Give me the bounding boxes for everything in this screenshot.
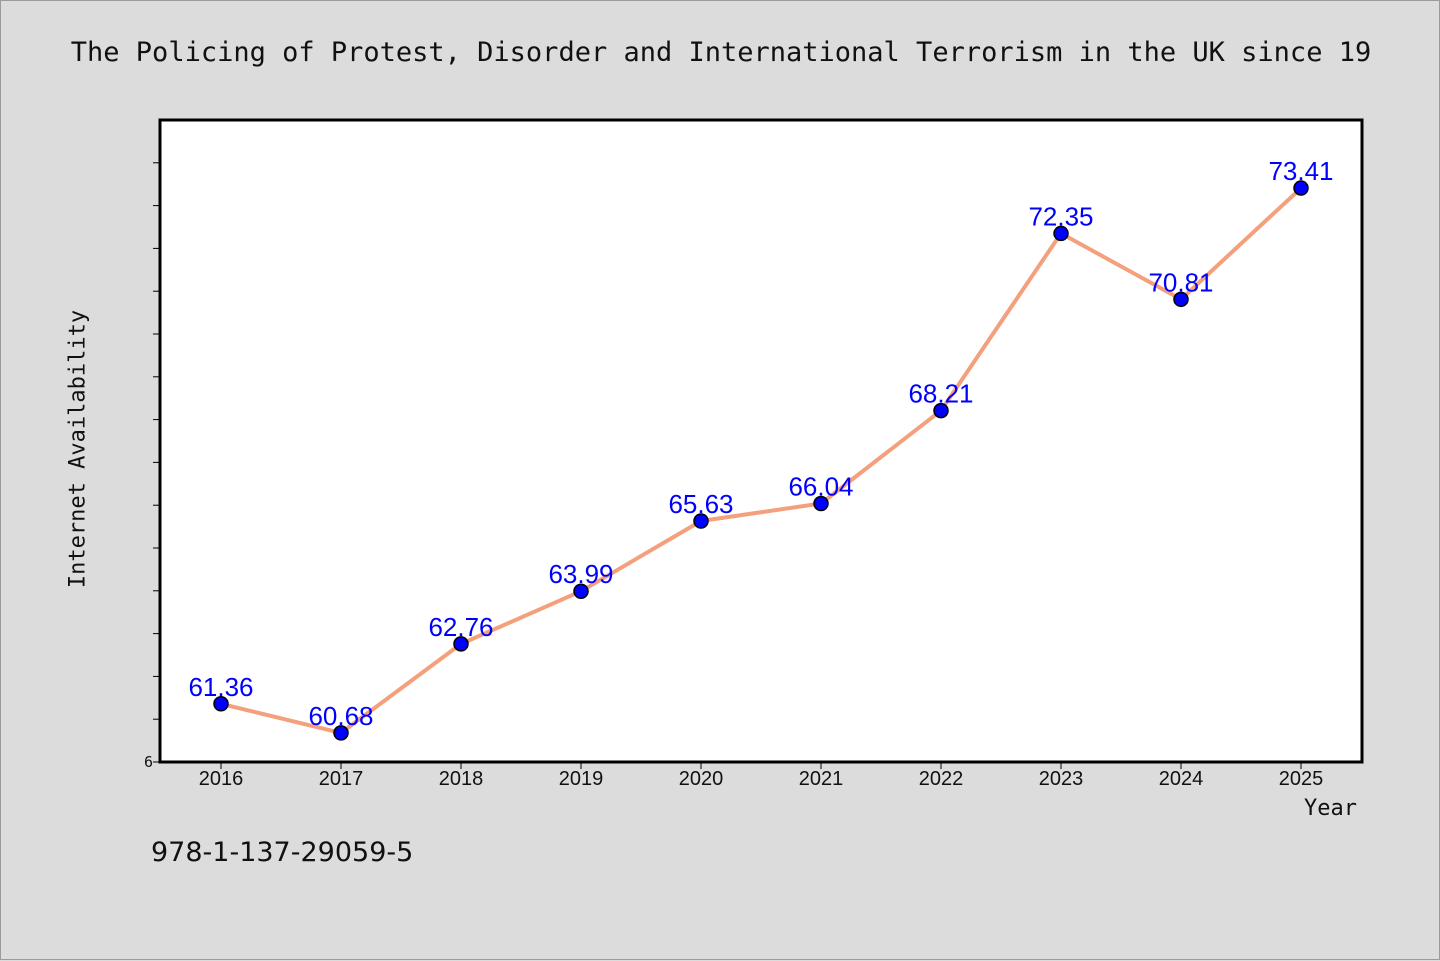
x-tick-label: 2016 bbox=[199, 768, 244, 790]
data-point bbox=[1053, 225, 1069, 242]
x-tick-label: 2019 bbox=[559, 768, 604, 790]
x-tick-label: 2025 bbox=[1279, 768, 1324, 790]
data-point bbox=[693, 513, 709, 529]
data-point bbox=[213, 696, 229, 712]
data-point bbox=[813, 495, 829, 512]
x-tick-label: 2024 bbox=[1159, 768, 1204, 790]
isbn-code: 978-1-137-29059-5 bbox=[151, 837, 414, 868]
plot-frame bbox=[158, 118, 1364, 764]
plot-area bbox=[160, 120, 1362, 762]
data-point bbox=[453, 636, 469, 652]
x-tick-label: 2017 bbox=[319, 768, 364, 790]
x-axis-label: Year bbox=[1304, 796, 1357, 821]
x-tick-label: 2023 bbox=[1039, 768, 1084, 790]
data-point bbox=[1293, 180, 1309, 196]
data-point bbox=[1173, 291, 1189, 308]
series-line bbox=[219, 186, 1303, 735]
x-tick-label: 2020 bbox=[679, 768, 724, 790]
x-tick-label: 2022 bbox=[919, 768, 964, 790]
data-point bbox=[573, 583, 589, 599]
y-tick-label: 6 bbox=[144, 753, 153, 771]
data-point bbox=[333, 725, 349, 741]
x-tick-label: 2018 bbox=[439, 768, 484, 790]
chart-title: The Policing of Protest, Disorder and In… bbox=[70, 37, 1372, 68]
x-tick-label: 2021 bbox=[799, 768, 844, 790]
data-point bbox=[933, 402, 949, 419]
